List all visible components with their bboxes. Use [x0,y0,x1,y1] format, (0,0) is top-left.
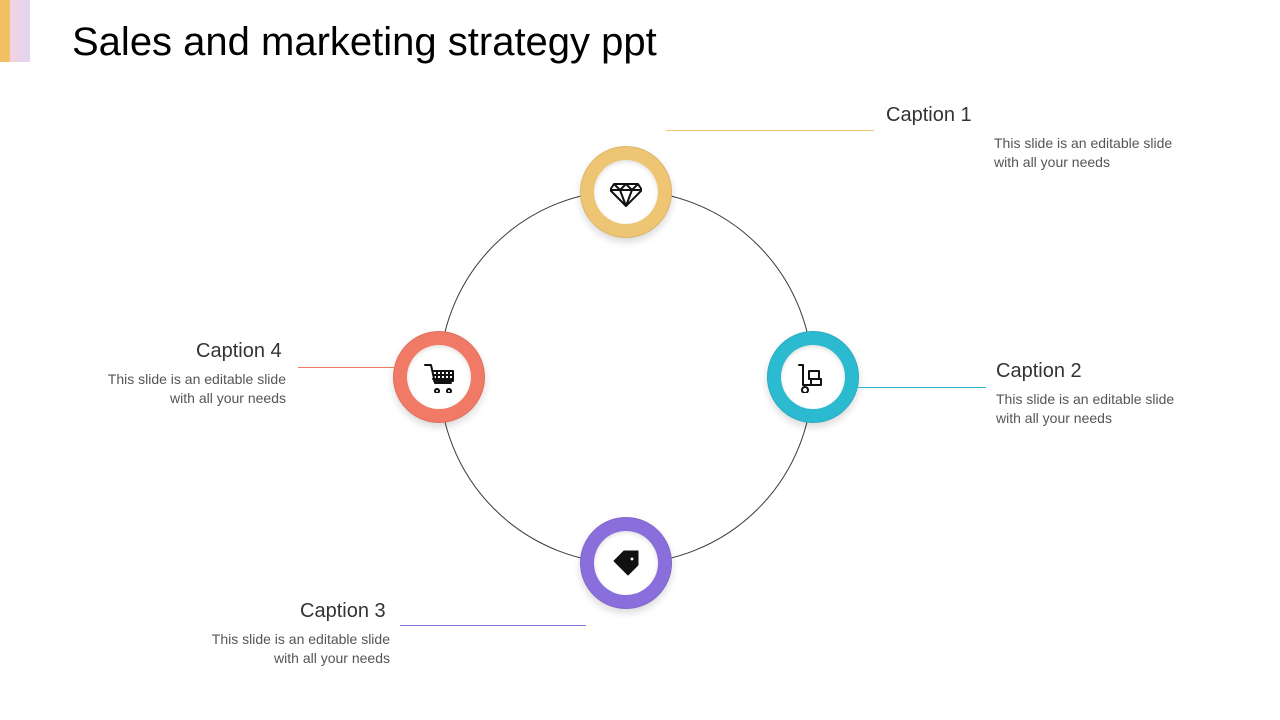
caption-4-title: Caption 4 [196,340,282,363]
diamond-icon [610,176,642,208]
caption-1-body: This slide is an editable slide with all… [994,134,1194,172]
caption-4-body: This slide is an editable slide with all… [86,370,286,408]
caption-2-body: This slide is an editable slide with all… [996,390,1196,428]
leader-4 [298,367,396,368]
node-left [393,331,485,423]
tag-icon [610,547,642,579]
handtruck-icon [797,361,829,393]
node-bottom [580,517,672,609]
leader-1 [666,130,874,131]
center-ring [439,190,813,564]
slide: { "title": "Sales and marketing strategy… [0,0,1280,720]
node-bottom-inner [594,531,658,595]
node-top-inner [594,160,658,224]
caption-3-title: Caption 3 [300,600,386,623]
node-right [767,331,859,423]
caption-3-body: This slide is an editable slide with all… [190,630,390,668]
caption-2-title: Caption 2 [996,360,1082,383]
leader-2 [858,387,986,388]
leader-3 [400,625,586,626]
diagram-stage: Caption 1 This slide is an editable slid… [0,0,1280,720]
node-right-inner [781,345,845,409]
cart-icon [423,361,455,393]
caption-1-title: Caption 1 [886,104,972,127]
node-left-inner [407,345,471,409]
node-top [580,146,672,238]
